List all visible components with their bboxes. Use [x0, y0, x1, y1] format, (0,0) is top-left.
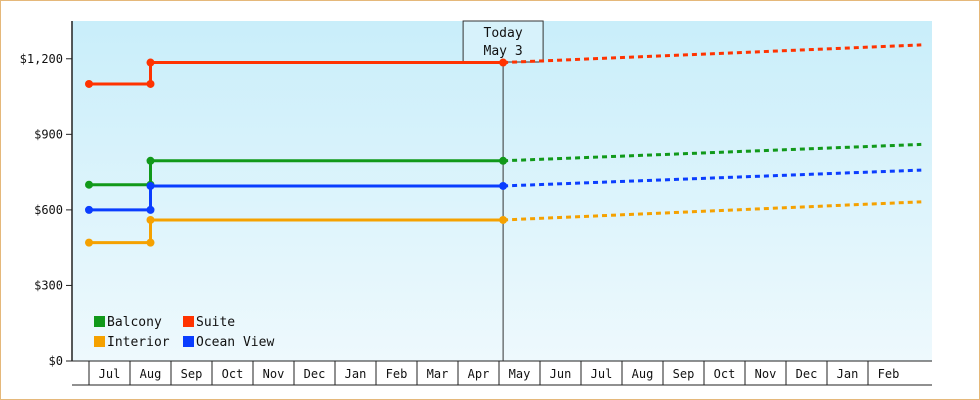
- series-line-interior: [89, 218, 504, 245]
- x-axis: Jul Aug Sep Oct Nov Dec Jan Feb Mar Apr May Jun Jul A…: [72, 360, 932, 386]
- legend-label-ocean-view: Ocean View: [196, 335, 274, 350]
- x-month-label: Jan: [837, 367, 859, 381]
- x-month-label: Sep: [181, 367, 203, 381]
- today-marker: Today May 3: [462, 20, 544, 361]
- data-point-ocean-view: [146, 181, 155, 190]
- x-month-label: Jul: [99, 367, 121, 381]
- series-forecast-balcony: [503, 142, 922, 163]
- legend-label-suite: Suite: [196, 315, 235, 330]
- y-tick-label: $600: [34, 203, 63, 217]
- y-tick-label: $300: [34, 278, 63, 292]
- x-month-label: Nov: [263, 367, 285, 381]
- series-line-ocean-view: [89, 184, 504, 212]
- y-tick-label: $0: [49, 354, 63, 368]
- data-point-ocean-view: [146, 205, 155, 214]
- today-label: Today: [484, 26, 523, 41]
- legend: Balcony Suite Interior Ocean View: [94, 315, 274, 350]
- data-point-interior: [146, 238, 155, 247]
- x-month-label: May: [509, 367, 531, 381]
- x-month-label: Dec: [304, 367, 326, 381]
- x-month-label: Jun: [550, 367, 572, 381]
- x-month-label: Oct: [222, 367, 244, 381]
- x-month-label: Mar: [427, 367, 449, 381]
- data-point-interior: [85, 238, 93, 247]
- x-month-label: Oct: [714, 367, 736, 381]
- y-tick-label: $1,200: [20, 52, 63, 66]
- data-point-suite: [499, 58, 508, 67]
- series-forecast-ocean-view: [503, 168, 922, 188]
- series-line-suite: [89, 61, 504, 86]
- data-point-ocean-view: [499, 181, 508, 190]
- data-point-interior: [499, 215, 508, 224]
- x-month-label: Apr: [468, 367, 490, 381]
- series-forecast-suite: [503, 43, 922, 65]
- x-month-label: Jan: [345, 367, 367, 381]
- y-axis: $0 $300 $600 $900 $1,200: [20, 21, 73, 368]
- series-group: [85, 43, 922, 247]
- x-month-label: Feb: [878, 367, 900, 381]
- data-point-balcony: [499, 156, 508, 165]
- legend-swatch-interior: [94, 336, 105, 347]
- data-point-balcony: [85, 180, 93, 189]
- legend-label-interior: Interior: [107, 335, 170, 350]
- x-month-label: Nov: [755, 367, 777, 381]
- x-month-label: Jul: [591, 367, 613, 381]
- today-box: [462, 20, 544, 63]
- legend-swatch-ocean-view: [183, 336, 194, 347]
- x-month-label: Dec: [796, 367, 818, 381]
- data-point-suite: [146, 58, 155, 67]
- legend-label-balcony: Balcony: [107, 315, 162, 330]
- legend-swatch-suite: [183, 316, 194, 327]
- x-month-label: Feb: [386, 367, 408, 381]
- data-point-interior: [146, 215, 155, 224]
- data-point-suite: [85, 79, 93, 88]
- data-point-balcony: [146, 156, 155, 165]
- plot-background: [72, 21, 932, 361]
- x-month-label: Aug: [632, 367, 654, 381]
- legend-swatch-balcony: [94, 316, 105, 327]
- x-month-label: Aug: [140, 367, 162, 381]
- data-point-suite: [146, 79, 155, 88]
- series-forecast-interior: [503, 200, 922, 222]
- series-line-balcony: [89, 159, 504, 187]
- y-tick-label: $900: [34, 127, 63, 141]
- data-point-ocean-view: [85, 205, 93, 214]
- today-date: May 3: [484, 44, 523, 59]
- x-month-label: Sep: [673, 367, 695, 381]
